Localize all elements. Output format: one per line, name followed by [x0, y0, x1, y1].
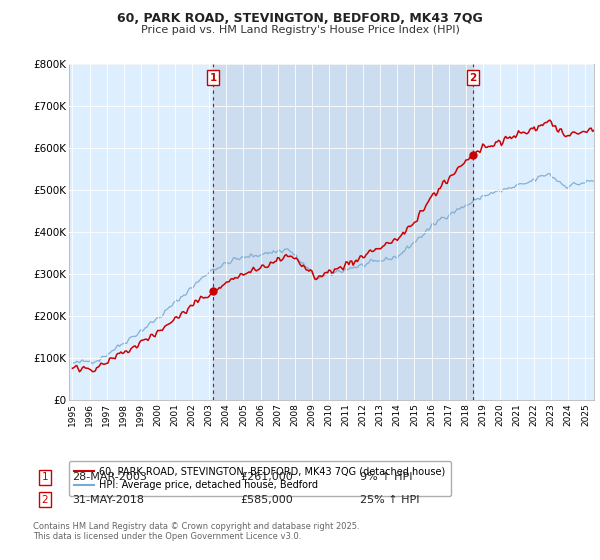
Text: 9% ↑ HPI: 9% ↑ HPI: [360, 472, 413, 482]
Bar: [213, 64, 473, 400]
Text: 1: 1: [209, 73, 217, 83]
Text: 28-MAR-2003: 28-MAR-2003: [72, 472, 147, 482]
Text: 2: 2: [41, 494, 49, 505]
Text: 31-MAY-2018: 31-MAY-2018: [72, 494, 144, 505]
Text: 25% ↑ HPI: 25% ↑ HPI: [360, 494, 419, 505]
Text: Price paid vs. HM Land Registry's House Price Index (HPI): Price paid vs. HM Land Registry's House …: [140, 25, 460, 35]
Text: Contains HM Land Registry data © Crown copyright and database right 2025.
This d: Contains HM Land Registry data © Crown c…: [33, 522, 359, 542]
Text: £261,000: £261,000: [240, 472, 293, 482]
Legend: 60, PARK ROAD, STEVINGTON, BEDFORD, MK43 7QG (detached house), HPI: Average pric: 60, PARK ROAD, STEVINGTON, BEDFORD, MK43…: [68, 461, 451, 496]
Text: 60, PARK ROAD, STEVINGTON, BEDFORD, MK43 7QG: 60, PARK ROAD, STEVINGTON, BEDFORD, MK43…: [117, 12, 483, 25]
Text: 2: 2: [469, 73, 476, 83]
Text: 1: 1: [41, 472, 49, 482]
Text: £585,000: £585,000: [240, 494, 293, 505]
